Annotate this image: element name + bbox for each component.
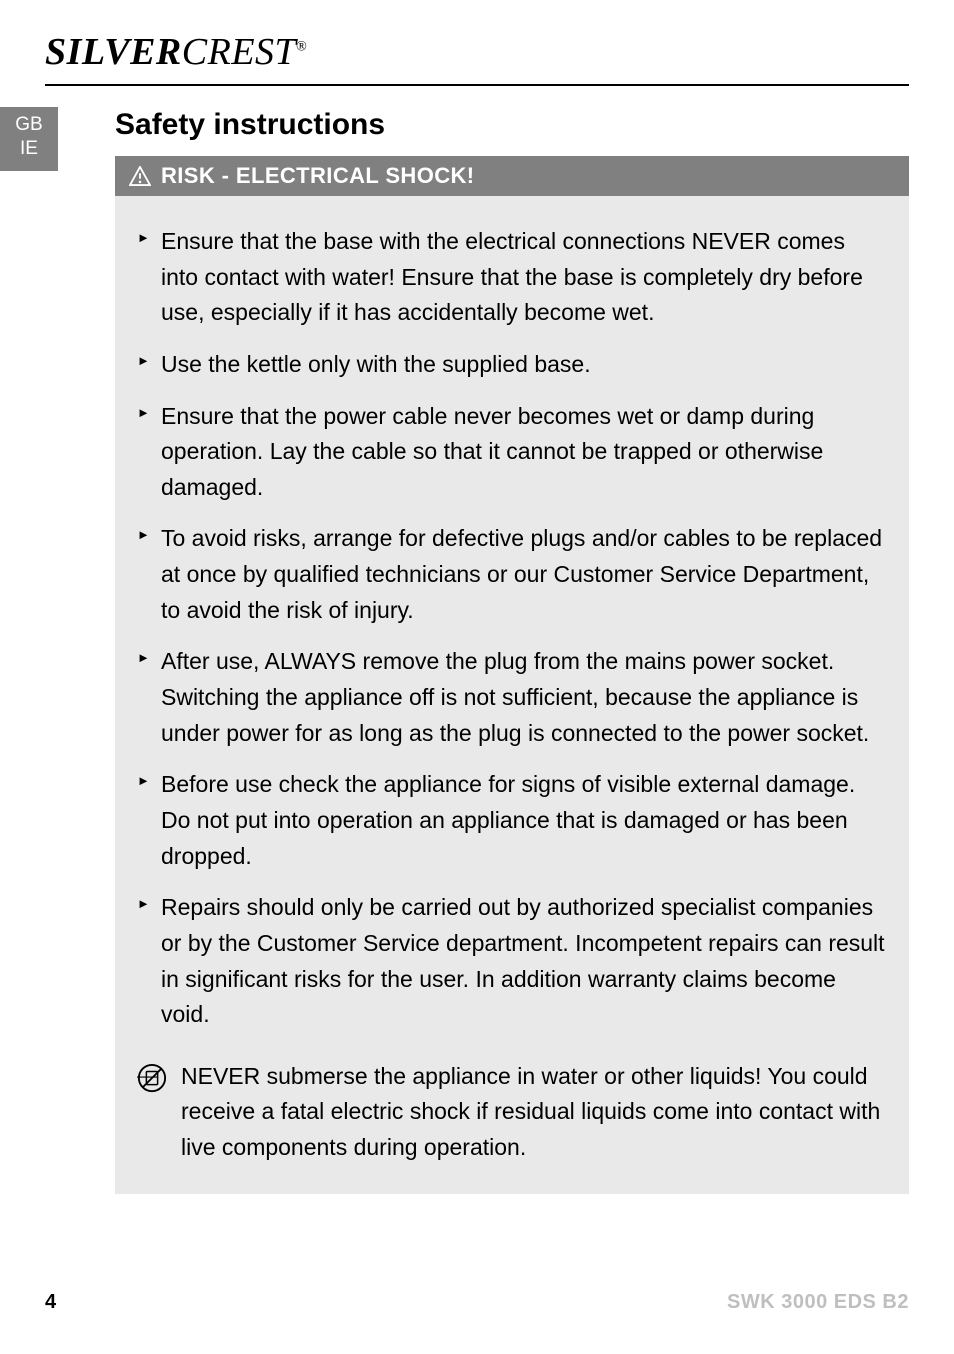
- header-rule: [45, 84, 909, 86]
- bullet-item: Use the kettle only with the supplied ba…: [137, 347, 887, 383]
- main-content: Safety instructions RISK - ELECTRICAL SH…: [115, 108, 909, 1194]
- page-number: 4: [45, 1291, 56, 1314]
- bullet-item: To avoid risks, arrange for defective pl…: [137, 521, 887, 628]
- bullet-item: Repairs should only be carried out by au…: [137, 890, 887, 1033]
- note-text: NEVER submerse the appliance in water or…: [181, 1059, 887, 1166]
- section-title: Safety instructions: [115, 108, 909, 142]
- no-water-icon: [137, 1063, 167, 1093]
- model-number: SWK 3000 EDS B2: [727, 1291, 909, 1314]
- brand-mark: ®: [296, 39, 307, 54]
- page-footer: 4 SWK 3000 EDS B2: [45, 1291, 909, 1314]
- bullet-item: After use, ALWAYS remove the plug from t…: [137, 644, 887, 751]
- warning-bullets: Ensure that the base with the electrical…: [137, 224, 887, 1033]
- warning-header: RISK - ELECTRICAL SHOCK!: [115, 156, 909, 196]
- brand-light: CREST: [182, 31, 296, 73]
- bullet-item: Ensure that the power cable never become…: [137, 399, 887, 506]
- brand-logo: SILVERCREST®: [45, 30, 909, 74]
- brand-bold: SILVER: [45, 31, 182, 73]
- lang-line-1: GB: [0, 113, 58, 137]
- lang-line-2: IE: [0, 137, 58, 161]
- warning-triangle-icon: [129, 166, 151, 186]
- warning-label: RISK - ELECTRICAL SHOCK!: [161, 163, 475, 189]
- language-tab: GB IE: [0, 107, 58, 171]
- bullet-item: Before use check the appliance for signs…: [137, 767, 887, 874]
- no-submerse-note: NEVER submerse the appliance in water or…: [137, 1059, 887, 1166]
- bullet-item: Ensure that the base with the electrical…: [137, 224, 887, 331]
- warning-body: Ensure that the base with the electrical…: [115, 196, 909, 1194]
